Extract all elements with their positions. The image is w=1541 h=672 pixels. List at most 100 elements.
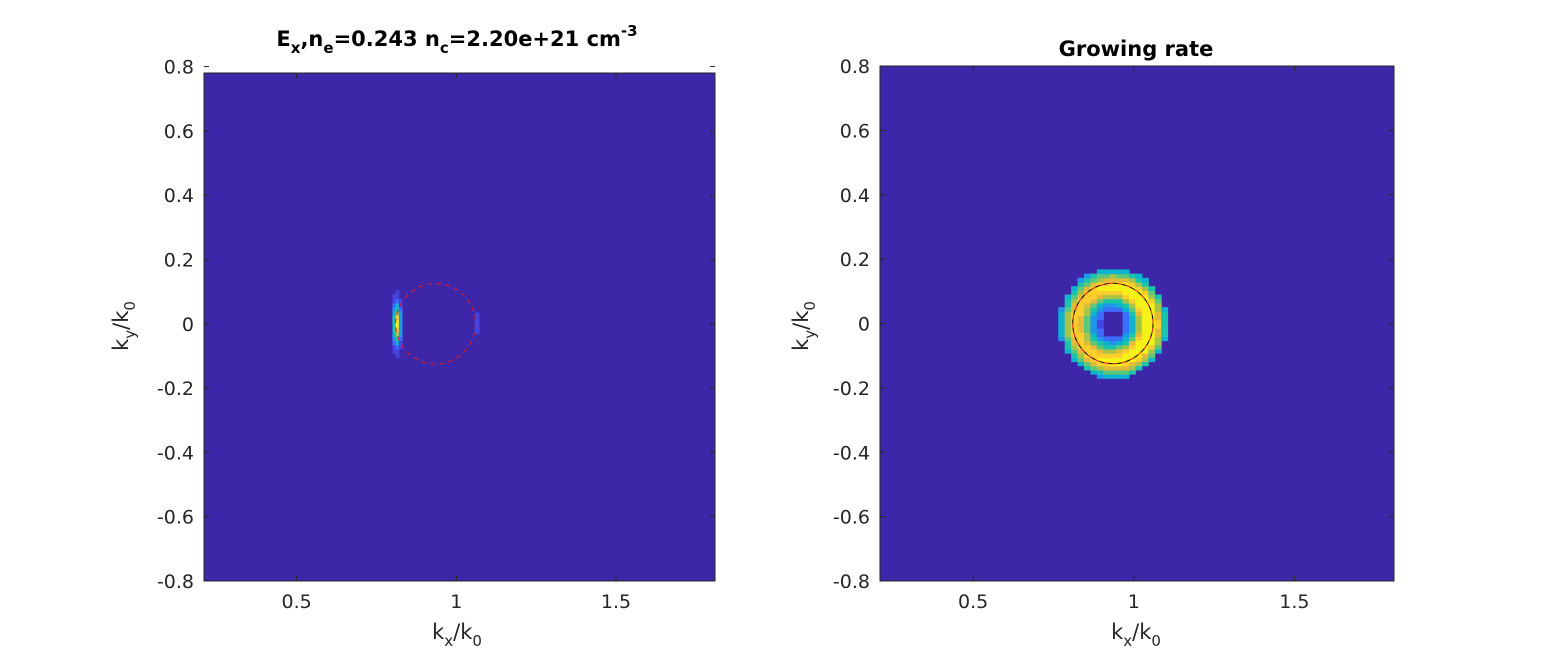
heatmap-cell: [1064, 319, 1072, 325]
resonance-circle-line: [1072, 282, 1154, 365]
heatmap-cell: [1148, 302, 1156, 308]
y-tick-label: 0.4: [164, 185, 194, 207]
heatmap-cell: [1116, 365, 1124, 371]
heatmap-cell: [1141, 361, 1149, 367]
heatmap-cell: [1090, 290, 1098, 296]
heatmap-cell: [1122, 365, 1130, 371]
heatmap-cell: [1122, 336, 1130, 342]
heatmap-cell: [1161, 323, 1169, 329]
y-tick-label: 0.6: [840, 120, 870, 142]
heatmap-cell: [1122, 269, 1130, 275]
x-axis-label: kx/k0: [1111, 620, 1161, 650]
heatmap-cell: [1103, 369, 1111, 375]
heatmap-cell: [1090, 361, 1098, 367]
heatmap-cell: [1128, 328, 1136, 333]
y-tick-label: 0.8: [840, 56, 870, 78]
heatmap-cell: [395, 353, 400, 358]
heatmap-cell: [392, 348, 397, 354]
heatmap-cell: [392, 294, 397, 300]
heatmap-cell: [392, 323, 397, 329]
heatmap-cell: [398, 336, 403, 342]
heatmap-cell: [1071, 323, 1079, 329]
heatmap-cell: [1122, 332, 1130, 337]
heatmap-cell: [1109, 298, 1117, 304]
heatmap-cell: [1128, 302, 1136, 308]
heatmap-cell: [1154, 311, 1162, 317]
heatmap-cell: [1128, 294, 1136, 300]
heatmap-cell: [1154, 319, 1162, 325]
heatmap-cell: [1090, 273, 1098, 279]
y-tick-label: 0.8: [164, 57, 194, 79]
heatmap-cell: [1096, 332, 1104, 337]
heatmap-cell: [1148, 319, 1156, 325]
heatmap-cell: [1109, 273, 1117, 279]
heatmap-cell: [1096, 315, 1104, 321]
heatmap-cell: [1148, 336, 1156, 342]
heatmap-cell: [1141, 294, 1149, 300]
heatmap-cell: [1128, 323, 1136, 329]
heatmap-cell: [1154, 328, 1162, 333]
heatmap-cell: [1141, 348, 1149, 354]
heatmap-cell: [474, 312, 480, 318]
heatmap-cell: [1064, 302, 1072, 308]
chart-title: Growing rate: [1059, 37, 1214, 61]
heatmap-cell: [1122, 290, 1130, 296]
heatmap-cell: [1141, 357, 1149, 363]
panel-growing-rate: 0.5 1 1.5 -0.8 -0.6 -0.4 -0.2 0 0.2 0.4 0.6 0.8 Gro…: [789, 37, 1395, 650]
heatmap-cell: [1154, 323, 1162, 329]
heatmap-cell: [1103, 374, 1111, 379]
x-tick-label: 1.5: [601, 591, 631, 613]
heatmap-cell: [1148, 348, 1156, 354]
heatmap-cell: [1083, 323, 1092, 329]
heatmap-cell: [392, 327, 397, 333]
heatmap-cell: [1122, 344, 1130, 350]
heatmap-cell: [1096, 294, 1104, 300]
heatmap-cell: [1090, 365, 1098, 371]
heatmap-cell: [1096, 286, 1104, 291]
heatmap-cell: [1161, 328, 1169, 333]
heatmap-cell: [1161, 332, 1169, 337]
y-tick-label: 0.2: [840, 249, 870, 271]
heatmap-cell: [1083, 328, 1092, 333]
heatmap-cell: [1077, 281, 1085, 287]
heatmap-cell: [1058, 323, 1066, 329]
heatmap-cell: [1071, 344, 1079, 350]
heatmap-cell: [1103, 365, 1111, 371]
heatmap-cell: [1116, 290, 1124, 296]
heatmap-cell: [1071, 357, 1079, 363]
heatmap-cell: [392, 315, 397, 321]
heatmap-cell: [1103, 269, 1111, 275]
heatmap-cell: [1103, 290, 1111, 296]
heatmap-cell: [1090, 302, 1098, 308]
heatmap-cell: [1090, 357, 1098, 363]
heatmap-cell: [1128, 348, 1136, 354]
heatmap-cell: [1064, 332, 1072, 337]
heatmap-cell: [1154, 340, 1162, 346]
heatmap-cell: [1064, 323, 1072, 329]
y-axis-label: ky/k0: [789, 301, 819, 351]
heatmap-cell: [1148, 307, 1156, 312]
heatmap-cell: [1090, 348, 1098, 354]
heatmap-cell: [398, 323, 403, 329]
heatmap-cell: [395, 315, 400, 321]
heatmap-cell: [395, 340, 400, 346]
heatmap-cell: [1128, 332, 1136, 337]
heatmap-cell: [1122, 302, 1130, 308]
heatmap-cell: [1148, 290, 1156, 296]
heatmap-cell: [1122, 281, 1130, 287]
heatmap-cell: [1071, 340, 1079, 346]
heatmap-cell: [395, 332, 400, 337]
heatmap-cell: [1161, 336, 1169, 342]
heatmap-cell: [1116, 307, 1124, 312]
heatmap-cell: [1135, 294, 1143, 300]
heatmap-cell: [1141, 307, 1149, 312]
heatmap-cell: [1096, 357, 1104, 363]
heatmap-cell: [1128, 315, 1136, 321]
heatmap-cell: [1148, 357, 1156, 363]
heatmap-cell: [395, 302, 400, 308]
axes-frame: [203, 72, 716, 582]
y-axis-label: ky/k0: [109, 301, 139, 351]
heatmap-cell: [1122, 340, 1130, 346]
heatmap-cell: [1077, 298, 1085, 304]
